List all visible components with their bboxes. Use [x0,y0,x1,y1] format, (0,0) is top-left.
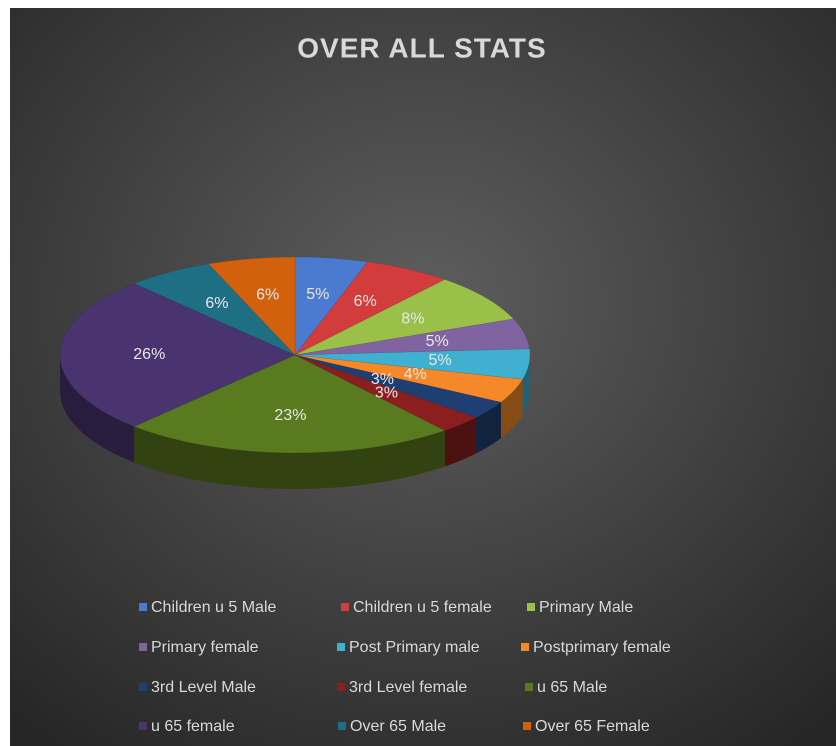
slice-side [476,402,501,454]
legend-marker [139,722,147,730]
legend-marker [337,643,345,651]
data-label: 5% [426,333,449,350]
slice-side [134,426,445,489]
slice [294,348,531,380]
data-label: 5% [306,286,329,303]
legend-marker [139,643,147,651]
data-label: 3% [375,384,398,401]
slice [294,354,502,418]
legend-marker [527,603,535,611]
data-label: 4% [404,366,427,383]
slice [294,354,477,431]
legend-label: Primary Male [539,599,633,616]
slice-side [60,355,135,463]
legend-label: 3rd Level female [349,679,467,696]
slice [294,256,369,356]
legend-marker [523,722,531,730]
data-label: 3% [371,371,394,388]
legend-label: Primary female [151,639,259,656]
legend-label: 3rd Level Male [151,679,256,696]
legend-marker [525,683,533,691]
slice [133,354,446,454]
legend-label: u 65 Male [537,679,607,696]
data-label: 5% [428,352,451,369]
slice [59,283,296,427]
legend-label: Children u 5 Male [151,599,277,616]
legend-marker [338,722,346,730]
slice [207,256,296,356]
data-label: 6% [354,293,377,310]
legend-marker [521,643,529,651]
slice [294,261,446,356]
legend-label: u 65 female [151,718,235,735]
data-label: 26% [133,346,165,363]
data-label: 23% [274,407,306,424]
data-label: 6% [256,287,279,304]
slice [294,354,524,403]
legend-label: Post Primary male [349,639,480,656]
legend-marker [337,683,345,691]
legend-label: Over 65 Female [535,718,650,735]
slice-side [500,379,523,439]
slice-side [522,355,530,416]
legend-label: Postprimary female [533,639,671,656]
legend-marker [341,603,349,611]
legend-label: Over 65 Male [350,718,446,735]
slice [294,318,530,356]
legend: Children u 5 Male Children u 5 female Prim… [139,599,671,735]
data-label: 8% [401,311,424,328]
pie: 5% 6%8%5%5%4%3%3%23%26%6% 6% [59,256,531,489]
slice [294,279,515,356]
data-label: 6% [205,295,228,312]
legend-marker [139,603,147,611]
chart-title: OVER ALL STATS [297,32,546,63]
slice [133,263,296,356]
slice-side [444,417,477,467]
legend-marker [139,683,147,691]
legend-label: Children u 5 female [353,599,492,616]
